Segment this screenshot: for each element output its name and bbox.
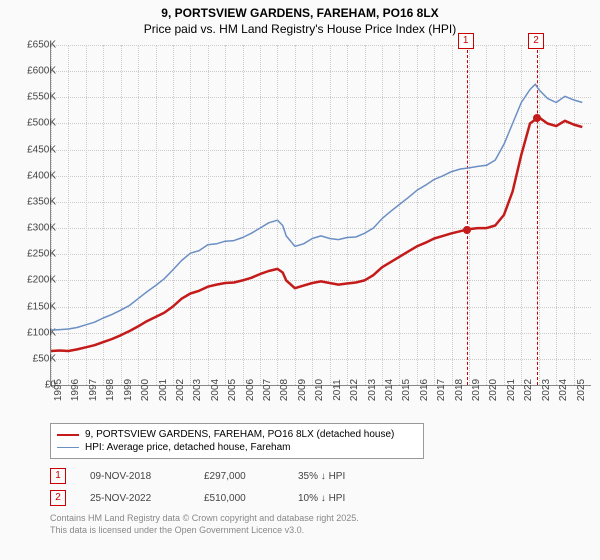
footnotes: 1 09-NOV-2018 £297,000 35% ↓ HPI 2 25-NO… [50,465,378,509]
legend-item: 9, PORTSVIEW GARDENS, FAREHAM, PO16 8LX … [57,428,417,441]
legend-item: HPI: Average price, detached house, Fare… [57,441,417,454]
footnote-delta: 35% ↓ HPI [298,471,378,482]
y-axis-label: £150K [6,301,56,312]
chart-subtitle: Price paid vs. HM Land Registry's House … [0,22,600,40]
chart-marker-label: 1 [458,33,474,49]
y-axis-label: £500K [6,118,56,129]
footnote-price: £297,000 [204,471,274,482]
y-axis-label: £450K [6,144,56,155]
copyright-line: Contains HM Land Registry data © Crown c… [50,513,359,525]
chart-marker-point [463,226,471,234]
legend-box: 9, PORTSVIEW GARDENS, FAREHAM, PO16 8LX … [50,423,424,459]
footnote-date: 25-NOV-2022 [90,493,180,504]
footnote-row: 2 25-NOV-2022 £510,000 10% ↓ HPI [50,487,378,509]
chart-marker-label: 2 [528,33,544,49]
chart-marker-point [533,114,541,122]
chart-container: 9, PORTSVIEW GARDENS, FAREHAM, PO16 8LX … [0,0,600,560]
legend-swatch [57,434,79,436]
y-axis-label: £250K [6,249,56,260]
legend-swatch [57,447,79,448]
chart-plot-area [50,45,591,386]
footnote-price: £510,000 [204,493,274,504]
footnote-marker: 1 [50,468,66,484]
copyright-line: This data is licensed under the Open Gov… [50,525,359,537]
footnote-delta: 10% ↓ HPI [298,493,378,504]
y-axis-label: £100K [6,327,56,338]
y-axis-label: £650K [6,40,56,51]
legend-label: HPI: Average price, detached house, Fare… [85,442,291,453]
y-axis-label: £400K [6,170,56,181]
legend-label: 9, PORTSVIEW GARDENS, FAREHAM, PO16 8LX … [85,429,394,440]
chart-title: 9, PORTSVIEW GARDENS, FAREHAM, PO16 8LX [0,0,600,22]
chart-lines [51,45,591,385]
y-axis-label: £0 [6,380,56,391]
footnote-marker: 2 [50,490,66,506]
y-axis-label: £300K [6,223,56,234]
y-axis-label: £200K [6,275,56,286]
footnote-row: 1 09-NOV-2018 £297,000 35% ↓ HPI [50,465,378,487]
copyright: Contains HM Land Registry data © Crown c… [50,513,359,536]
y-axis-label: £350K [6,196,56,207]
footnote-date: 09-NOV-2018 [90,471,180,482]
y-axis-label: £550K [6,92,56,103]
y-axis-label: £600K [6,66,56,77]
y-axis-label: £50K [6,353,56,364]
